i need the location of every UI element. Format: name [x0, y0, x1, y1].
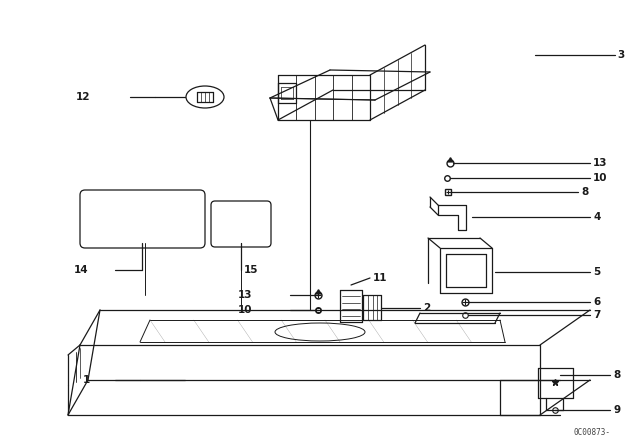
Text: 13: 13 — [593, 158, 607, 168]
Text: 7: 7 — [593, 310, 600, 320]
Text: 1: 1 — [83, 375, 90, 385]
Text: 2: 2 — [423, 303, 430, 313]
Text: 8: 8 — [613, 370, 620, 380]
Text: 9: 9 — [613, 405, 620, 415]
Text: 4: 4 — [593, 212, 600, 222]
Text: 14: 14 — [74, 265, 88, 275]
Text: 15: 15 — [244, 265, 259, 275]
Text: 12: 12 — [76, 92, 90, 102]
Text: 8: 8 — [581, 187, 588, 197]
Text: 10: 10 — [237, 305, 252, 315]
Text: 3: 3 — [617, 50, 624, 60]
Text: 13: 13 — [237, 290, 252, 300]
Text: 10: 10 — [593, 173, 607, 183]
Text: 11: 11 — [373, 273, 387, 283]
Text: 0C00873-: 0C00873- — [573, 427, 610, 436]
Text: 5: 5 — [593, 267, 600, 277]
Text: 6: 6 — [593, 297, 600, 307]
